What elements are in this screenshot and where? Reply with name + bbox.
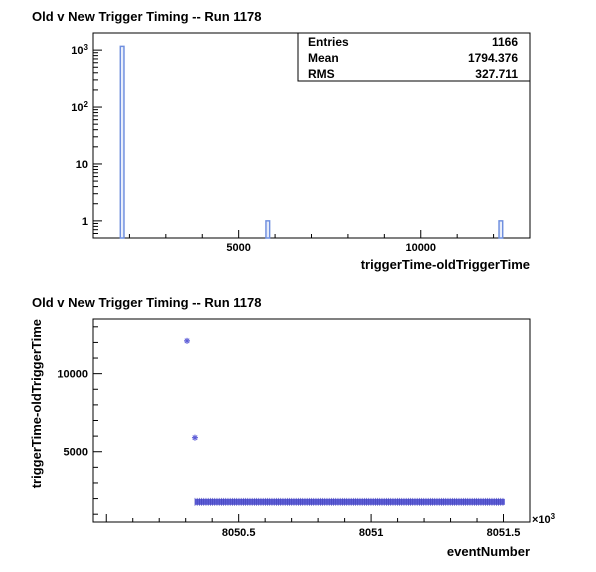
scatter-y-tick-label: 5000 xyxy=(64,447,88,459)
stats-mean-value: 1794.376 xyxy=(468,51,518,65)
histogram-bars xyxy=(119,45,504,239)
histogram-y-tick-label: 103 xyxy=(71,43,88,58)
histogram-y-tick-label: 102 xyxy=(71,100,88,115)
scatter-y-tick-label: 10000 xyxy=(57,369,88,381)
histogram-bar xyxy=(498,220,504,239)
stats-entries-value: 1166 xyxy=(492,35,518,49)
scatter-y-ticks: 5000 10000 xyxy=(57,326,102,515)
histogram-bar-fill xyxy=(121,47,123,238)
stats-entries-label: Entries xyxy=(308,35,349,49)
histogram-x-tick-label: 5000 xyxy=(226,242,250,254)
scatter-x-multiplier: ×103 xyxy=(532,512,556,527)
stats-mean-label: Mean xyxy=(308,51,339,65)
histogram-x-tick-label: 10000 xyxy=(405,242,436,254)
scatter-dense-band xyxy=(194,497,505,506)
histogram-y-tick-label: 1 xyxy=(82,216,88,228)
histogram-bar-fill xyxy=(267,221,269,238)
histogram-y-tick-label: 10 xyxy=(76,159,88,171)
scatter-y-axis-title: triggerTime-oldTriggerTime xyxy=(29,319,44,488)
scatter-point xyxy=(191,434,198,441)
scatter-point xyxy=(184,337,191,344)
histogram-bar xyxy=(265,220,271,239)
scatter-title: Old v New Trigger Timing -- Run 1178 xyxy=(32,295,261,310)
scatter-x-ticks: 8050.5 8051 8051.5 xyxy=(105,514,531,539)
stats-box-frame xyxy=(297,32,531,82)
histogram-bar xyxy=(119,45,125,239)
histogram-x-ticks: 5000 10000 xyxy=(92,230,531,254)
histogram-y-ticks: 1 10 102 103 xyxy=(71,32,102,239)
stats-rms-label: RMS xyxy=(308,67,335,81)
scatter-band-fill xyxy=(194,498,505,505)
histogram-x-axis-title: triggerTime-oldTriggerTime xyxy=(361,257,530,272)
scatter-points xyxy=(184,337,198,441)
histogram-bar-fill xyxy=(500,221,502,238)
scatter-x-tick-label: 8051.5 xyxy=(487,527,521,539)
stats-rms-value: 327.711 xyxy=(475,67,518,81)
scatter-panel: Old v New Trigger Timing -- Run 1178 805… xyxy=(29,295,556,559)
scatter-x-axis-title: eventNumber xyxy=(447,544,530,559)
scatter-plot-frame xyxy=(92,318,531,523)
histogram-title: Old v New Trigger Timing -- Run 1178 xyxy=(32,9,261,24)
scatter-x-tick-label: 8050.5 xyxy=(222,527,256,539)
histogram-panel: Old v New Trigger Timing -- Run 1178 500… xyxy=(32,9,531,272)
stats-box: Entries 1166 Mean 1794.376 RMS 327.711 xyxy=(297,32,531,82)
scatter-x-tick-label: 8051 xyxy=(359,527,383,539)
